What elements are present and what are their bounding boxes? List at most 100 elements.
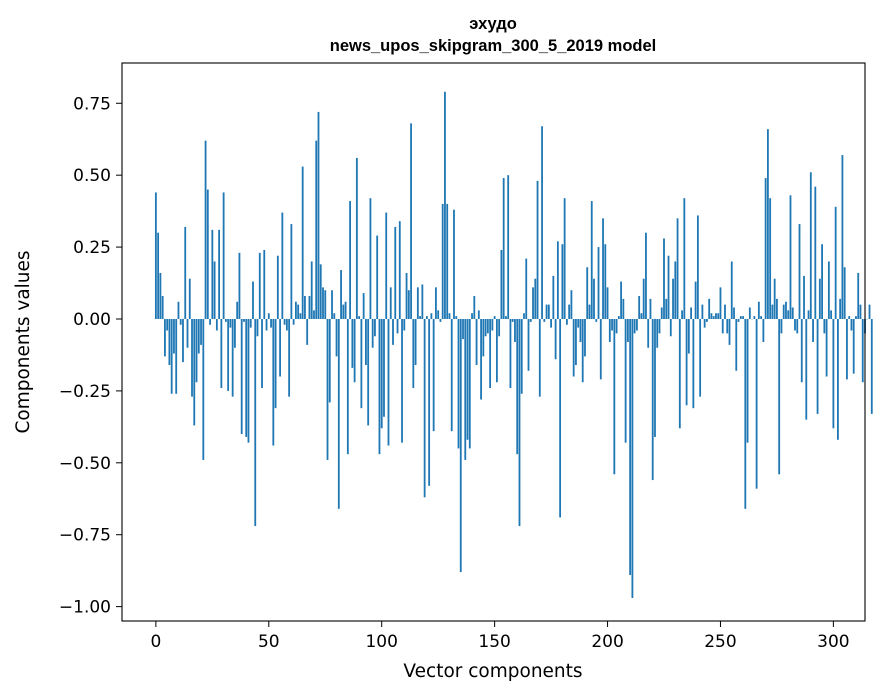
bar — [444, 91, 446, 319]
bar — [798, 224, 801, 319]
bar — [554, 318, 557, 360]
bar — [401, 318, 403, 443]
bar — [231, 318, 234, 397]
bar — [161, 295, 164, 319]
bar — [701, 304, 704, 319]
bar — [681, 310, 683, 319]
y-axis-ticks: 0.75 0.50 0.25 0.00 −0.25 −0.50 −0.75 −1.00 — [59, 94, 122, 618]
bar — [247, 318, 250, 443]
bar — [322, 287, 324, 319]
bar — [306, 318, 309, 345]
bar — [622, 298, 625, 319]
bar — [710, 313, 713, 319]
bar — [843, 267, 846, 319]
x-tick-label: 0 — [150, 632, 161, 652]
bar — [473, 295, 476, 319]
bar — [581, 318, 584, 383]
y-tick-label: −1.00 — [59, 598, 111, 618]
bar — [297, 304, 300, 319]
bar — [394, 226, 397, 319]
bar — [276, 255, 279, 319]
bar — [636, 318, 638, 331]
bar — [324, 290, 327, 319]
bar — [773, 278, 776, 319]
bar — [477, 310, 480, 319]
bar — [358, 316, 361, 319]
bar — [518, 318, 521, 527]
bar — [771, 304, 774, 319]
bar — [299, 313, 302, 319]
bar — [459, 318, 462, 573]
bar — [708, 298, 711, 319]
bar — [724, 304, 726, 319]
bar — [202, 318, 205, 460]
bar — [696, 215, 699, 319]
bar — [179, 318, 182, 325]
bar — [726, 318, 729, 334]
bar — [416, 287, 419, 319]
bar — [371, 318, 374, 348]
bar — [816, 318, 819, 414]
bar — [615, 318, 618, 334]
bar — [211, 229, 214, 319]
bar — [462, 318, 464, 340]
bar — [224, 318, 227, 322]
bar — [218, 229, 221, 319]
bar — [660, 307, 663, 319]
bar — [764, 178, 767, 319]
bar — [577, 318, 580, 328]
bar — [852, 318, 855, 374]
chart-subtitle: news_upos_skipgram_300_5_2019 model — [330, 37, 657, 55]
bar — [243, 318, 245, 322]
bar — [419, 316, 422, 319]
bar — [525, 258, 528, 319]
bar — [455, 316, 458, 319]
bar — [168, 318, 171, 366]
bar — [678, 318, 681, 429]
bar — [204, 140, 207, 319]
y-tick-label: −0.25 — [59, 382, 111, 402]
bar — [365, 318, 367, 366]
bar — [448, 313, 451, 319]
bar — [651, 318, 654, 481]
bar — [608, 318, 611, 342]
bar — [175, 318, 178, 394]
bar — [846, 318, 848, 380]
bar — [735, 318, 738, 371]
bar — [249, 318, 252, 328]
bar — [794, 318, 796, 331]
bar — [265, 318, 268, 331]
bar — [638, 295, 641, 319]
bar — [200, 318, 202, 345]
bar — [620, 281, 622, 319]
bar — [832, 318, 835, 429]
bar — [584, 318, 586, 357]
bar — [209, 318, 211, 325]
bar — [857, 272, 860, 319]
bar — [491, 318, 494, 331]
bar — [430, 313, 433, 319]
bar — [593, 278, 595, 319]
bar — [606, 287, 609, 319]
bar — [500, 249, 503, 319]
bar — [746, 318, 749, 443]
bar — [387, 318, 390, 446]
bar — [687, 318, 690, 354]
bar — [466, 318, 469, 440]
bar — [509, 318, 512, 389]
bar — [778, 318, 781, 475]
bar — [396, 318, 399, 334]
bar — [742, 316, 744, 319]
bar — [403, 318, 406, 331]
bar — [748, 307, 751, 319]
bar — [362, 293, 365, 319]
bar — [166, 318, 169, 331]
bar — [164, 318, 166, 357]
bar — [821, 244, 823, 319]
bar — [785, 301, 787, 319]
bar — [173, 318, 175, 354]
bar — [292, 318, 295, 325]
bar — [529, 318, 532, 322]
bar — [640, 313, 643, 319]
bar — [435, 287, 437, 319]
